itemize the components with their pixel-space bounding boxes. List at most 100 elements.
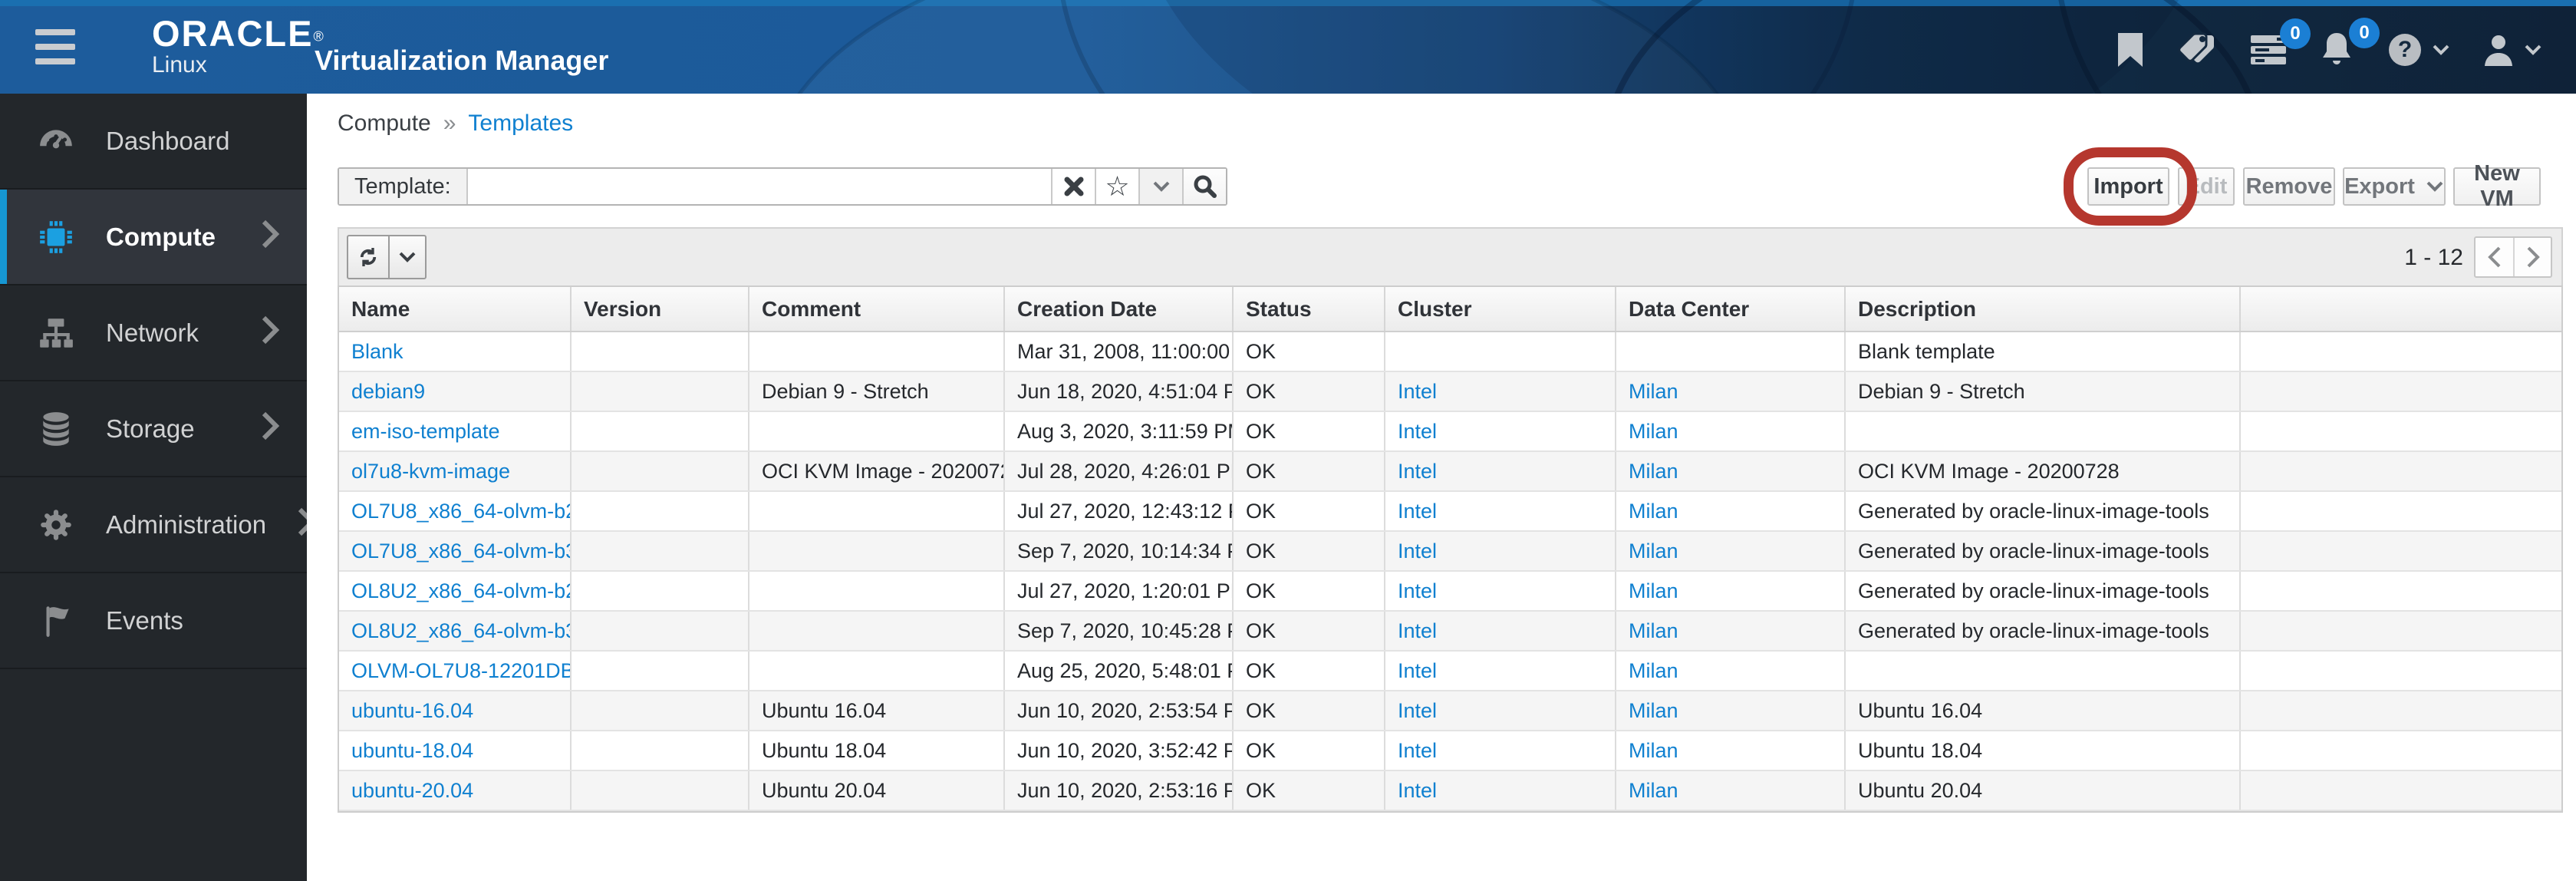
cluster-link[interactable]: Intel [1398,738,1438,762]
bookmark-search-button[interactable]: ☆ [1095,169,1138,204]
name-link[interactable]: ubuntu-20.04 [351,778,474,802]
name-link[interactable]: ol7u8-kvm-image [351,459,511,483]
name-link[interactable]: OL8U2_x86_64-olvm-b27 [351,579,571,602]
chevron-down-icon [2525,45,2541,55]
edit-button[interactable]: Edit [2178,167,2235,206]
datacenter-link[interactable]: Milan [1629,419,1678,443]
cluster-link[interactable]: Intel [1398,379,1438,403]
cell-extra [2240,411,2561,452]
sidebar-item-dashboard[interactable]: Dashboard [0,94,307,190]
datacenter-link[interactable]: Milan [1629,778,1678,802]
cell-datacenter: Milan [1616,411,1846,452]
cell-extra [2240,371,2561,412]
column-header-cluster[interactable]: Cluster [1385,287,1616,332]
cluster-link[interactable]: Intel [1398,658,1438,682]
column-header-creation-date[interactable]: Creation Date [1004,287,1234,332]
cell-version [571,411,749,452]
column-header-description[interactable]: Description [1845,287,2241,332]
name-link[interactable]: OLVM-OL7U8-12201DBRA [351,658,569,682]
sidebar-item-administration[interactable]: Administration [0,477,316,573]
table-row[interactable]: OLVM-OL7U8-12201DBRA Aug 25, 2020, 5:48:0… [339,651,2561,691]
table-row[interactable]: OL8U2_x86_64-olvm-b27 Jul 27, 2020, 1:20:… [339,571,2561,612]
name-link[interactable]: OL7U8_x86_64-olvm-b31 [351,539,571,563]
help-menu-button[interactable]: ? [2386,31,2450,69]
datacenter-link[interactable]: Milan [1629,738,1678,762]
previous-page-button[interactable] [2476,238,2513,276]
bookmark-button[interactable] [2114,31,2146,68]
name-link[interactable]: debian9 [351,379,426,403]
datacenter-link[interactable]: Milan [1629,579,1678,602]
next-page-button[interactable] [2513,238,2551,276]
user-menu-button[interactable] [2481,31,2542,69]
cluster-link[interactable]: Intel [1398,459,1438,483]
column-header-comment[interactable]: Comment [749,287,1005,332]
import-button[interactable]: Import [2087,167,2169,206]
sidebar-item-network[interactable]: Network [0,285,307,381]
column-header-status[interactable]: Status [1233,287,1385,332]
cell-comment [749,571,1005,612]
datacenter-link[interactable]: Milan [1629,499,1678,523]
search-input[interactable] [467,169,1051,204]
column-header-version[interactable]: Version [571,287,749,332]
top-bar: ORACLE® Linux Virtualization Manager [0,0,2576,94]
name-link[interactable]: OL8U2_x86_64-olvm-b32 [351,619,571,642]
cluster-link[interactable]: Intel [1398,539,1438,563]
sidebar-item-events[interactable]: Events [0,573,307,669]
export-button[interactable]: Export [2343,167,2446,206]
cluster-link[interactable]: Intel [1398,419,1438,443]
cell-description: Generated by oracle-linux-image-tools [1845,491,2241,532]
cluster-link[interactable]: Intel [1398,698,1438,722]
datacenter-link[interactable]: Milan [1629,698,1678,722]
name-link[interactable]: ubuntu-16.04 [351,698,474,722]
table-row[interactable]: OL7U8_x86_64-olvm-b26 Jul 27, 2020, 12:43… [339,491,2561,532]
cell-version [571,491,749,532]
table-row[interactable]: OL7U8_x86_64-olvm-b31 Sep 7, 2020, 10:14:… [339,531,2561,572]
sitemap-icon [37,314,75,352]
hamburger-menu-button[interactable] [35,29,75,64]
oracle-linux-logo: ORACLE® Linux [152,15,324,78]
datacenter-link[interactable]: Milan [1629,658,1678,682]
search-dropdown-button[interactable] [1138,169,1182,204]
refresh-button[interactable] [348,236,388,278]
remove-button[interactable]: Remove [2243,167,2335,206]
column-header-name[interactable]: Name [339,287,572,332]
cluster-link[interactable]: Intel [1398,579,1438,602]
cell-comment [749,332,1005,372]
new-vm-button[interactable]: New VM [2453,161,2541,211]
sidebar-item-compute[interactable]: Compute [0,190,307,285]
datacenter-link[interactable]: Milan [1629,619,1678,642]
table-row[interactable]: debian9 Debian 9 - Stretch Jun 18, 2020, 4… [339,371,2561,412]
table-row[interactable]: ubuntu-18.04 Ubuntu 18.04 Jun 10, 2020, 3:… [339,731,2561,771]
clear-search-button[interactable] [1051,169,1095,204]
column-header-data-center[interactable]: Data Center [1616,287,1846,332]
sidebar-item-label: Administration [106,510,267,539]
cell-description: Debian 9 - Stretch [1845,371,2241,412]
table-row[interactable]: OL8U2_x86_64-olvm-b32 Sep 7, 2020, 10:45:… [339,611,2561,652]
name-link[interactable]: OL7U8_x86_64-olvm-b26 [351,499,571,523]
cell-created: Jun 10, 2020, 2:53:16 PM [1004,770,1234,811]
cluster-link[interactable]: Intel [1398,778,1438,802]
tasks-button[interactable]: 0 [2249,18,2311,69]
table-row[interactable]: Blank Mar 31, 2008, 11:00:00 ... OK Blank t… [339,332,2561,372]
search-button[interactable] [1182,169,1226,204]
cell-created: Aug 3, 2020, 3:11:59 PM [1004,411,1234,452]
datacenter-link[interactable]: Milan [1629,459,1678,483]
refresh-options-button[interactable] [388,236,425,278]
datacenter-link[interactable]: Milan [1629,379,1678,403]
breadcrumb-templates[interactable]: Templates [468,111,574,136]
alerts-button[interactable]: 0 [2318,18,2380,70]
table-row[interactable]: ol7u8-kvm-image OCI KVM Image - 20200728 J… [339,451,2561,492]
name-link[interactable]: Blank [351,339,404,363]
table-row[interactable]: ubuntu-20.04 Ubuntu 20.04 Jun 10, 2020, 2:… [339,770,2561,811]
cluster-link[interactable]: Intel [1398,499,1438,523]
datacenter-link[interactable]: Milan [1629,539,1678,563]
name-link[interactable]: ubuntu-18.04 [351,738,474,762]
name-link[interactable]: em-iso-template [351,419,500,443]
grid-toolbar: 1 - 12 [338,227,2563,285]
sidebar-item-storage[interactable]: Storage [0,381,307,477]
breadcrumb-compute[interactable]: Compute [338,111,431,136]
tags-button[interactable] [2177,31,2219,69]
table-row[interactable]: em-iso-template Aug 3, 2020, 3:11:59 PM OK… [339,411,2561,452]
cluster-link[interactable]: Intel [1398,619,1438,642]
table-row[interactable]: ubuntu-16.04 Ubuntu 16.04 Jun 10, 2020, 2:… [339,691,2561,731]
